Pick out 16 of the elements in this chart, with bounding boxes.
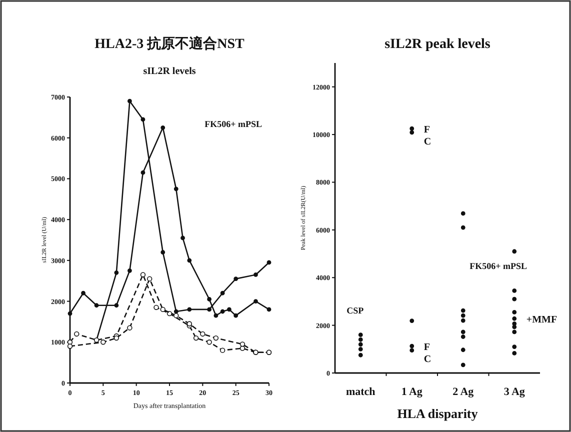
annotation: CSP bbox=[346, 305, 364, 316]
x-axis-title: HLA disparity bbox=[397, 406, 478, 421]
annotation: F bbox=[424, 124, 430, 136]
annotation: FK506+ mPSL bbox=[470, 261, 527, 271]
chart-subtitle: sIL2R levels bbox=[143, 66, 196, 77]
annotation: FK506+ mPSL bbox=[204, 119, 262, 129]
chart-title: sIL2R peak levels bbox=[384, 37, 491, 52]
x-tick-label: 3 Ag bbox=[504, 386, 526, 398]
annotation: C bbox=[424, 354, 432, 366]
x-tick-label: match bbox=[346, 386, 376, 398]
annotation: F bbox=[424, 342, 430, 354]
x-tick-label: 1 Ag bbox=[401, 386, 423, 398]
annotation: +MMF bbox=[526, 314, 558, 326]
x-tick-label: 2 Ag bbox=[452, 386, 474, 398]
annotation: C bbox=[424, 136, 432, 148]
chart-title: HLA2-3 抗原不適合NST bbox=[94, 35, 246, 52]
